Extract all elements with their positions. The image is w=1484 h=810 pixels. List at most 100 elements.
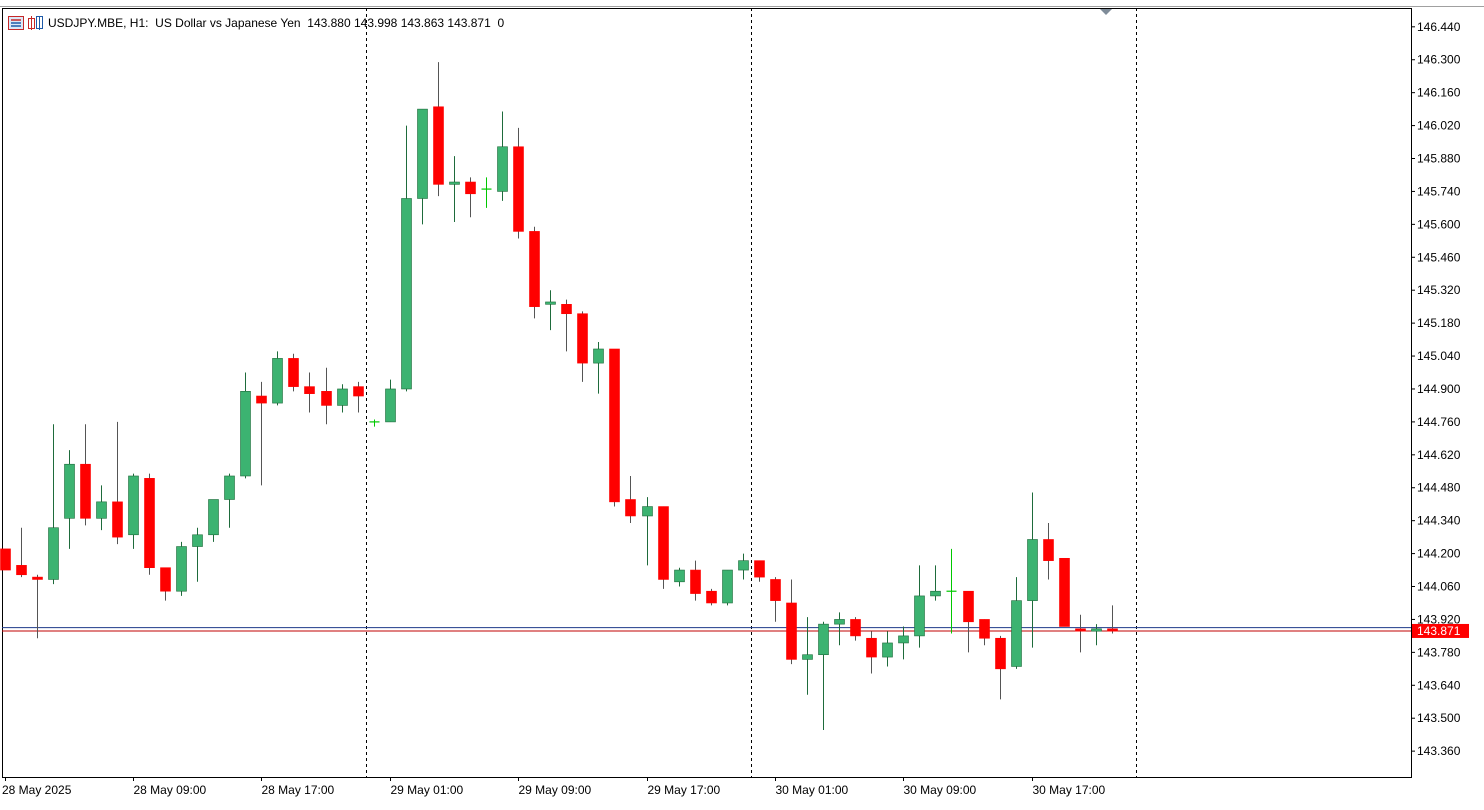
- candle: [754, 560, 765, 582]
- candle: [465, 177, 476, 218]
- candle: [96, 485, 107, 531]
- price-tick-label: 143.920: [1417, 612, 1461, 626]
- candle: [545, 290, 556, 331]
- candle-body: [321, 391, 332, 406]
- candle: [256, 381, 267, 486]
- candle-body: [144, 478, 155, 569]
- current-price-label: 143.871: [1417, 624, 1461, 638]
- candle: [160, 567, 171, 601]
- candle: [240, 372, 251, 479]
- time-tick-label: 30 May 09:00: [904, 783, 977, 797]
- candle: [1075, 614, 1086, 653]
- candle-body: [256, 395, 267, 404]
- candle-body: [642, 506, 653, 517]
- price-tick-label: 145.460: [1417, 250, 1461, 264]
- candle-body: [770, 579, 781, 601]
- candle: [144, 473, 155, 575]
- candle-body: [1059, 557, 1070, 627]
- price-tick-label: 145.180: [1417, 316, 1461, 330]
- candle-body: [112, 501, 123, 538]
- time-axis[interactable]: 28 May 2025 28 May 09:00 28 May 17:00 29 Ma…: [2, 777, 1106, 797]
- candle-body: [674, 569, 685, 583]
- candle-body: [1091, 628, 1102, 632]
- candle-body: [497, 146, 508, 192]
- candle-body: [882, 642, 893, 658]
- day-separators: [366, 8, 1137, 777]
- candle: [385, 379, 396, 423]
- price-tick-label: 146.440: [1417, 20, 1461, 34]
- price-tick-label: 144.760: [1417, 415, 1461, 429]
- candle: [1107, 605, 1118, 634]
- candle-body: [802, 654, 813, 660]
- candle: [593, 341, 604, 394]
- candle: [1091, 624, 1102, 646]
- candle: [625, 475, 636, 524]
- candle: [1043, 523, 1054, 580]
- candle: [577, 311, 588, 382]
- candle-body: [465, 181, 476, 195]
- price-tick-label: 145.040: [1417, 349, 1461, 363]
- candle: [176, 541, 187, 596]
- candle-body: [401, 198, 412, 390]
- candle: [561, 299, 572, 352]
- candle-body: [128, 475, 139, 536]
- candle-body: [240, 391, 251, 477]
- price-tick-label: 143.500: [1417, 711, 1461, 725]
- candle: [786, 579, 797, 665]
- candle: [497, 111, 508, 201]
- candle: [609, 348, 620, 507]
- candle-body: [979, 619, 990, 639]
- candle: [224, 473, 235, 528]
- candle-body: [0, 548, 11, 571]
- price-tick-label: 143.780: [1417, 645, 1461, 659]
- price-tick-label: 145.880: [1417, 152, 1461, 166]
- candle-body: [353, 386, 364, 397]
- candle: [48, 424, 59, 585]
- chart-header: USDJPY.MBE, H1: US Dollar vs Japanese Ye…: [8, 14, 504, 32]
- candle-body: [738, 560, 749, 571]
- candle: [770, 577, 781, 622]
- one-click-trading-icon[interactable]: [28, 16, 44, 30]
- time-tick-label: 28 May 2025: [2, 783, 72, 797]
- candle: [449, 156, 460, 223]
- candle-body: [1011, 600, 1022, 667]
- candle-body: [593, 348, 604, 364]
- candles-icon[interactable]: [8, 16, 24, 30]
- candle-body: [449, 181, 460, 185]
- candle: [850, 617, 861, 641]
- candle: [914, 565, 925, 648]
- candle-body: [272, 358, 283, 404]
- candle: [337, 384, 348, 413]
- candle-body: [32, 576, 43, 580]
- candle-body: [834, 619, 845, 625]
- price-tick-label: 146.160: [1417, 86, 1461, 100]
- candle-body: [577, 313, 588, 364]
- candle: [529, 226, 540, 319]
- candle-body: [192, 534, 203, 547]
- candle: [834, 612, 845, 646]
- candle: [272, 351, 283, 406]
- current-price-badge: [1412, 623, 1469, 638]
- price-tick-label: 143.360: [1417, 744, 1461, 758]
- candle-body: [690, 569, 701, 594]
- candle: [963, 590, 974, 653]
- candle-body: [48, 527, 59, 580]
- candle-body: [529, 231, 540, 307]
- plot-area-border: [2, 8, 1412, 778]
- price-axis[interactable]: 146.440 146.300 146.160 146.020 145.880 145.7…: [1411, 20, 1469, 758]
- candle-body: [64, 463, 75, 519]
- candle: [304, 372, 315, 413]
- time-tick-label: 30 May 17:00: [1033, 783, 1106, 797]
- candle-body: [930, 590, 941, 597]
- price-tick-label: 144.200: [1417, 547, 1461, 561]
- candle: [882, 631, 893, 667]
- price-tick-label: 144.480: [1417, 481, 1461, 495]
- candle-body: [1043, 539, 1054, 561]
- price-tick-label: 143.640: [1417, 678, 1461, 692]
- symbol-label: USDJPY.MBE, H1:: [48, 16, 149, 30]
- candle: [369, 419, 380, 427]
- candle: [722, 569, 733, 606]
- chart-frame: [0, 6, 1484, 778]
